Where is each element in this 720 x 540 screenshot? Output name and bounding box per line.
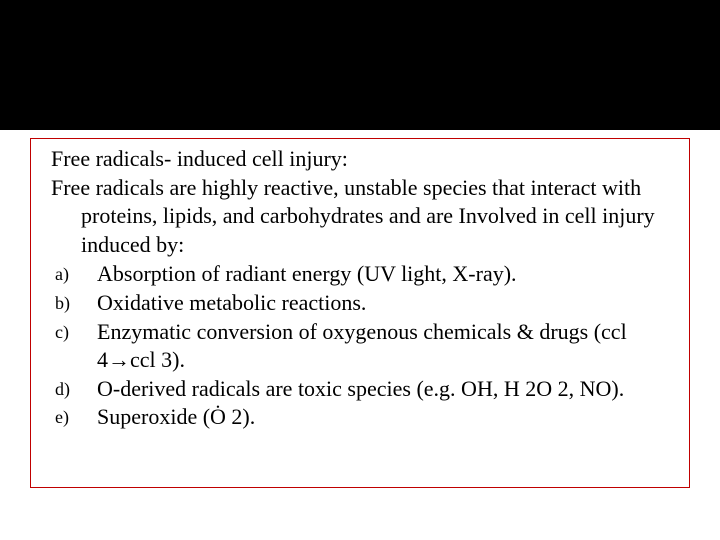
list-text: Superoxide (Ȯ 2). xyxy=(97,403,675,432)
list-item: e) Superoxide (Ȯ 2). xyxy=(45,403,675,432)
list-item: a) Absorption of radiant energy (UV ligh… xyxy=(45,260,675,289)
list-text: Absorption of radiant energy (UV light, … xyxy=(97,260,675,289)
list-marker: b) xyxy=(45,289,97,315)
list-item: b) Oxidative metabolic reactions. xyxy=(45,289,675,318)
header-black-bar xyxy=(0,0,720,130)
ordered-list: a) Absorption of radiant energy (UV ligh… xyxy=(45,260,675,432)
list-item: c) Enzymatic conversion of oxygenous che… xyxy=(45,318,675,375)
content-box: Free radicals- induced cell injury: Free… xyxy=(30,138,690,488)
list-marker: d) xyxy=(45,375,97,401)
list-item: d) O-derived radicals are toxic species … xyxy=(45,375,675,404)
intro-body: Free radicals are highly reactive, unsta… xyxy=(51,174,675,260)
list-text: O-derived radicals are toxic species (e.… xyxy=(97,375,675,404)
list-marker: a) xyxy=(45,260,97,286)
list-marker: e) xyxy=(45,403,97,429)
list-text: Oxidative metabolic reactions. xyxy=(97,289,675,318)
list-marker: c) xyxy=(45,318,97,344)
intro-title: Free radicals- induced cell injury: xyxy=(51,145,675,174)
list-text: Enzymatic conversion of oxygenous chemic… xyxy=(97,318,675,375)
